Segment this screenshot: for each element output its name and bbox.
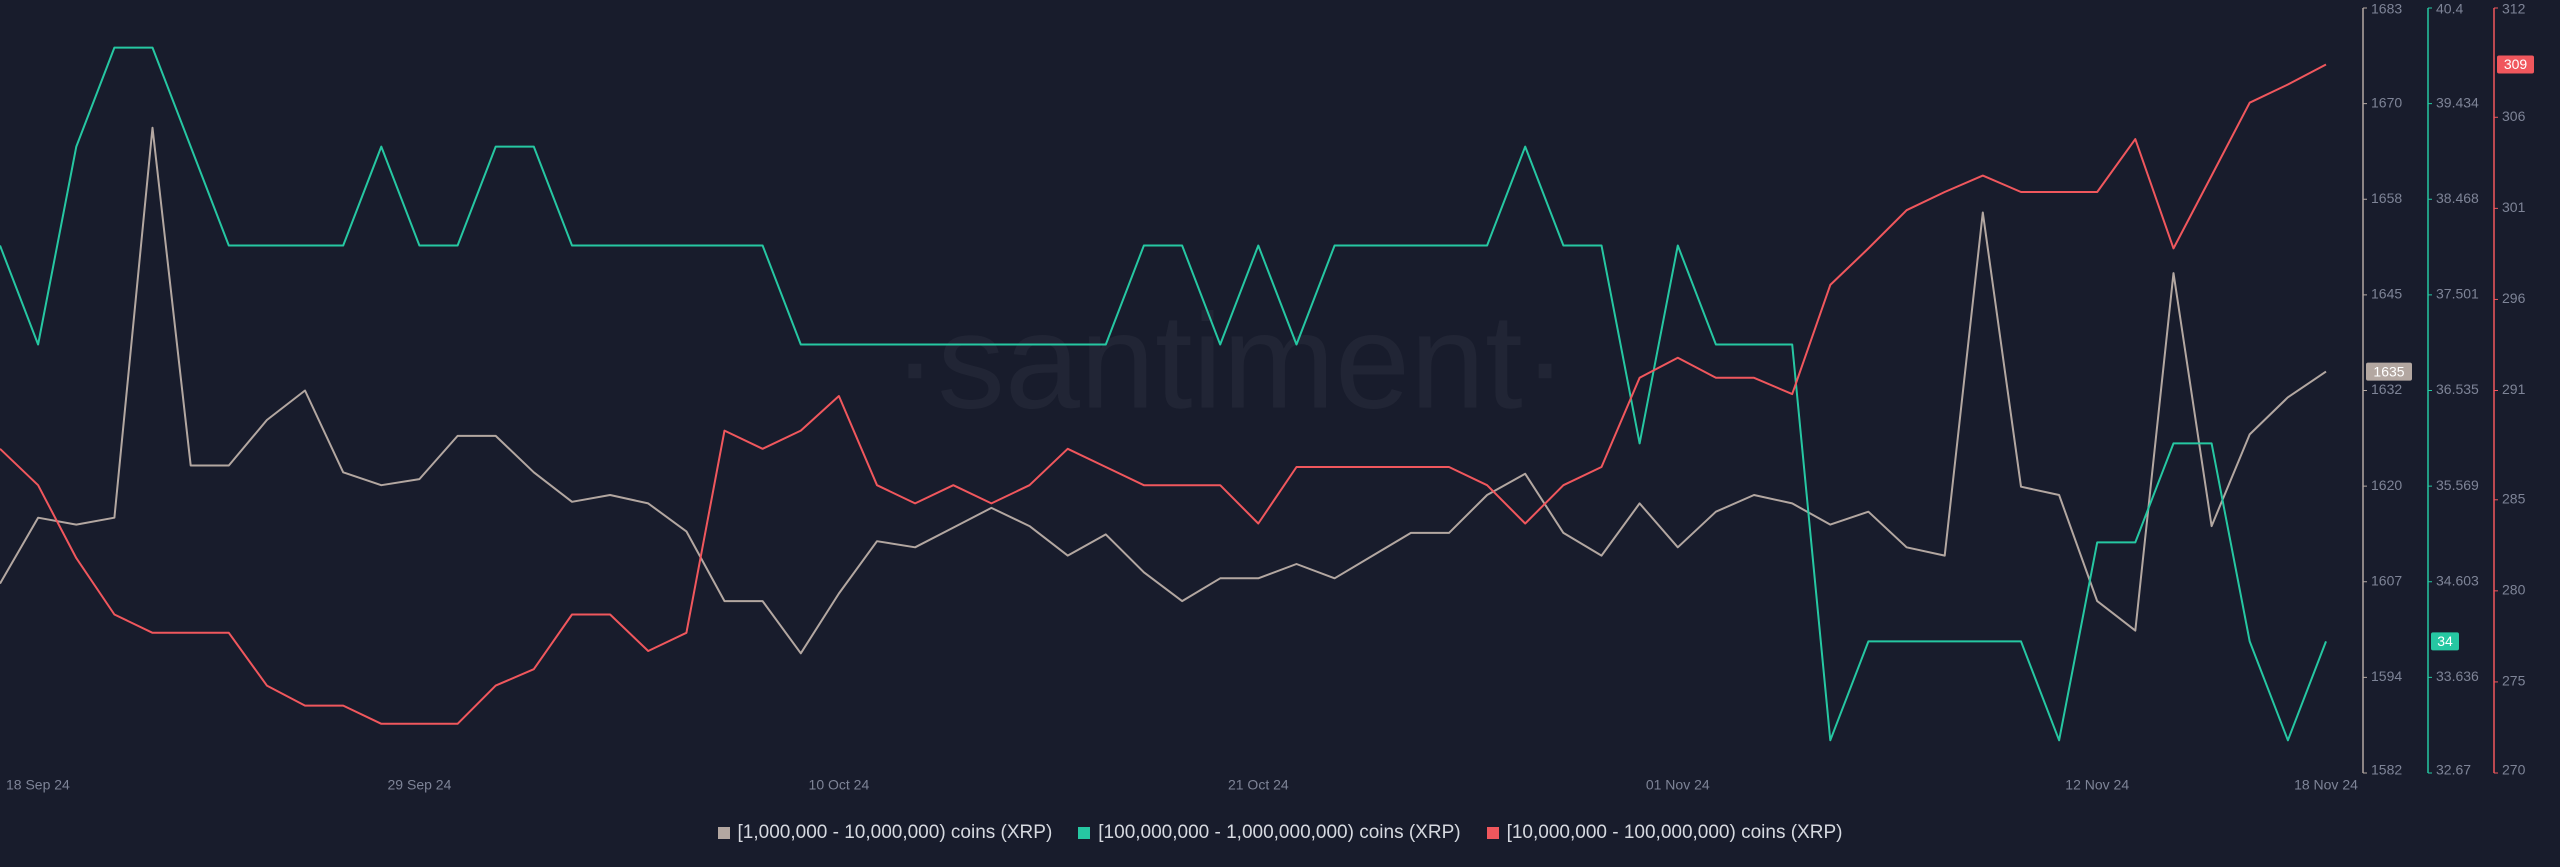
y-tick-label: 1594 <box>2371 668 2402 684</box>
y-tick-label: 32.67 <box>2436 762 2471 778</box>
y-tick-label: 291 <box>2502 381 2526 397</box>
series-line <box>0 46 2327 742</box>
last-value-badge <box>2497 55 2534 74</box>
y-tick-label: 1683 <box>2371 1 2402 17</box>
y-tick-label: 36.535 <box>2436 381 2479 397</box>
legend-item: [10,000,000 - 100,000,000) coins (XRP) <box>1486 822 1843 844</box>
x-tick-label: 21 Oct 24 <box>1228 777 1289 793</box>
y-tick-label: 1670 <box>2371 94 2402 110</box>
legend-item: [100,000,000 - 1,000,000,000) coins (XRP… <box>1078 822 1461 844</box>
watermark: ·santiment· <box>892 286 1567 437</box>
y-tick-label: 1632 <box>2371 381 2402 397</box>
y-tick-label: 275 <box>2502 673 2526 689</box>
y-tick-label: 33.636 <box>2436 668 2479 684</box>
legend: [1,000,000 - 10,000,000) coins (XRP) [100… <box>0 815 2560 851</box>
y-tick-label: 312 <box>2502 1 2526 17</box>
y-tick-label: 285 <box>2502 490 2526 506</box>
y-tick-label: 306 <box>2502 108 2526 124</box>
last-value-label: 1635 <box>2373 363 2404 379</box>
y-tick-label: 1582 <box>2371 762 2402 778</box>
y-tick-label: 35.569 <box>2436 477 2479 493</box>
legend-swatch <box>1486 827 1499 839</box>
y-tick-label: 39.434 <box>2436 94 2479 110</box>
y-tick-label: 1620 <box>2371 477 2402 493</box>
series-line <box>0 63 2327 725</box>
legend-label: [1,000,000 - 10,000,000) coins (XRP) <box>737 822 1053 843</box>
series-line <box>0 126 2327 655</box>
y-tick-label: 1645 <box>2371 286 2402 302</box>
y-tick-label: 301 <box>2502 199 2526 215</box>
y-tick-label: 280 <box>2502 582 2526 598</box>
legend-item: [1,000,000 - 10,000,000) coins (XRP) <box>717 822 1053 844</box>
legend-label: [100,000,000 - 1,000,000,000) coins (XRP… <box>1098 822 1461 843</box>
x-tick-label: 29 Sep 24 <box>388 777 452 793</box>
legend-swatch <box>717 827 730 839</box>
y-tick-label: 1658 <box>2371 190 2402 206</box>
y-tick-label: 40.4 <box>2436 1 2463 17</box>
last-value-label: 309 <box>2504 56 2528 72</box>
x-tick-label: 10 Oct 24 <box>809 777 870 793</box>
last-value-label: 34 <box>2437 633 2453 649</box>
y-tick-label: 1607 <box>2371 572 2402 588</box>
y-tick-label: 37.501 <box>2436 286 2479 302</box>
last-value-badge <box>2366 362 2412 381</box>
legend-swatch <box>1078 827 1091 839</box>
x-tick-label: 18 Sep 24 <box>6 777 70 793</box>
y-tick-label: 296 <box>2502 290 2526 306</box>
y-tick-label: 38.468 <box>2436 190 2479 206</box>
x-tick-label: 01 Nov 24 <box>1646 777 1710 793</box>
legend-label: [10,000,000 - 100,000,000) coins (XRP) <box>1506 822 1843 843</box>
x-tick-label: 12 Nov 24 <box>2065 777 2129 793</box>
y-tick-label: 34.603 <box>2436 572 2479 588</box>
x-tick-label: 18 Nov 24 <box>2294 777 2358 793</box>
y-tick-label: 270 <box>2502 762 2526 778</box>
last-value-badge <box>2431 632 2459 651</box>
